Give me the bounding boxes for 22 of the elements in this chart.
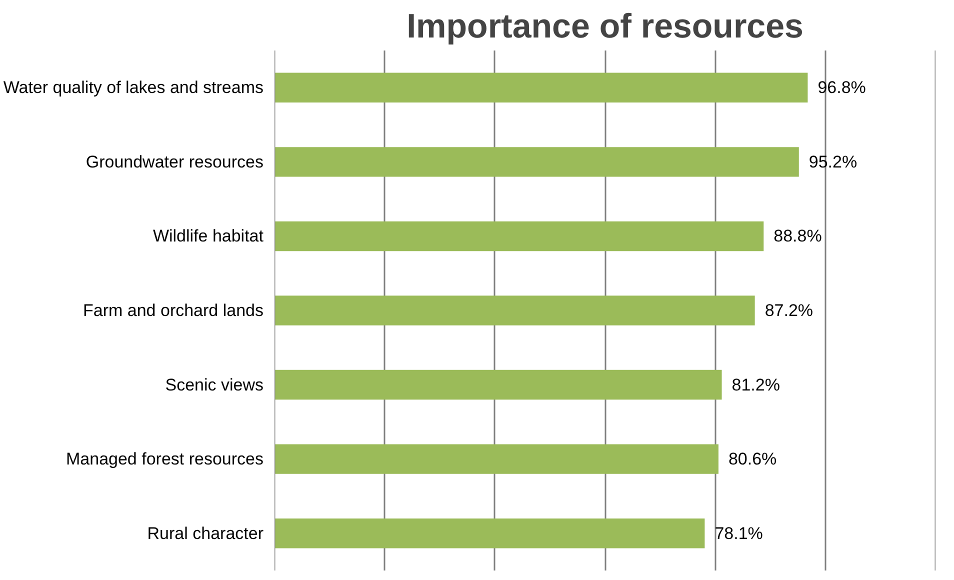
bar (274, 221, 764, 252)
y-tick-label: Managed forest resources (66, 450, 264, 469)
bar (274, 370, 722, 400)
data-label: 88.8% (774, 226, 822, 246)
data-label: 78.1% (714, 524, 763, 543)
y-tick-label: Water quality of lakes and streams (3, 78, 264, 98)
bar (274, 296, 755, 326)
bar (274, 518, 705, 548)
y-tick-label: Farm and orchard lands (83, 301, 264, 320)
data-label: 96.8% (818, 78, 866, 98)
bar (274, 72, 808, 102)
data-label: 87.2% (764, 301, 814, 320)
y-tick-label: Rural character (147, 524, 264, 543)
y-tick-label: Scenic views (165, 375, 264, 394)
bar (274, 444, 718, 474)
bar (274, 147, 799, 177)
data-label: 81.2% (732, 375, 780, 394)
data-label: 80.6% (728, 450, 777, 469)
chart-title: Importance of resources (406, 8, 804, 46)
y-tick-label: Groundwater resources (86, 152, 264, 172)
y-tick-label: Wildlife habitat (152, 226, 264, 246)
data-label: 95.2% (808, 152, 858, 172)
